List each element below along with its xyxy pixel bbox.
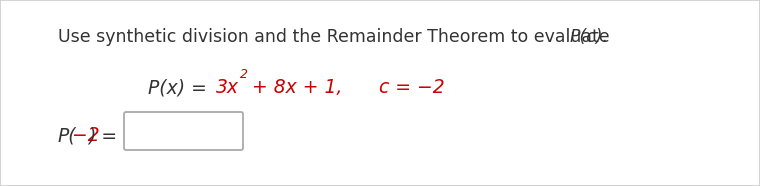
Text: Use synthetic division and the Remainder Theorem to evaluate: Use synthetic division and the Remainder… — [58, 28, 615, 46]
Text: −2: −2 — [72, 126, 100, 145]
Text: + 8x + 1,: + 8x + 1, — [246, 78, 342, 97]
FancyBboxPatch shape — [124, 112, 243, 150]
Text: P(x) =: P(x) = — [148, 78, 213, 97]
Text: c = −2: c = −2 — [361, 78, 445, 97]
Text: ) =: ) = — [88, 126, 117, 145]
Text: P(: P( — [58, 126, 77, 145]
Text: 3x: 3x — [216, 78, 239, 97]
Text: P(c).: P(c). — [570, 28, 609, 46]
Text: 2: 2 — [240, 68, 248, 81]
